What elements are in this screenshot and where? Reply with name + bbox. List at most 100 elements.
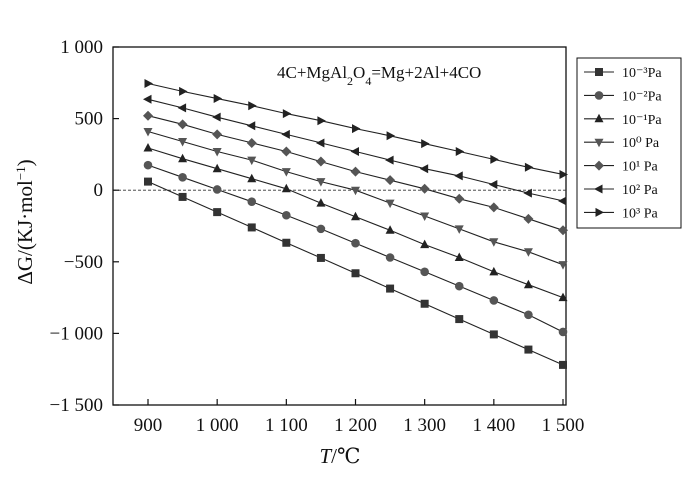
reaction-equation: 4C+MgAl2O4=Mg+2Al+4CO xyxy=(277,63,481,88)
data-point xyxy=(143,160,153,170)
x-tick-label: 1 100 xyxy=(265,415,308,436)
data-point xyxy=(248,101,257,111)
y-tick-label: 0 xyxy=(94,180,104,201)
data-point xyxy=(488,202,499,213)
data-point xyxy=(454,225,464,234)
data-point xyxy=(420,299,429,308)
data-point xyxy=(454,171,463,181)
data-point xyxy=(558,292,568,302)
data-point xyxy=(316,253,325,262)
y-axis-title: ΔG/(KJ·mol−1) xyxy=(13,159,38,284)
data-point xyxy=(247,156,257,166)
data-point xyxy=(385,199,395,209)
data-point xyxy=(178,138,188,147)
data-point xyxy=(489,266,499,276)
data-point xyxy=(247,223,256,232)
legend-marker xyxy=(594,184,603,194)
data-point xyxy=(246,121,256,131)
data-point xyxy=(454,193,465,204)
x-tick-label: 1 400 xyxy=(472,415,515,436)
axis-titles: T/℃ ΔG/(KJ·mol−1) xyxy=(13,159,361,468)
data-point xyxy=(316,224,326,234)
data-point xyxy=(558,327,568,337)
data-point xyxy=(179,86,188,96)
legend-item: 10⁰ Pa xyxy=(584,136,660,151)
data-point xyxy=(144,79,153,89)
data-point xyxy=(455,315,464,324)
legend-label: 10⁻¹Pa xyxy=(622,113,662,128)
series-1 xyxy=(144,177,567,369)
legend-item: 10² Pa xyxy=(584,183,658,198)
data-point xyxy=(558,225,568,236)
data-point xyxy=(247,197,257,206)
data-point xyxy=(350,166,361,177)
data-point xyxy=(420,239,430,249)
data-point xyxy=(489,238,499,247)
data-point xyxy=(247,173,257,183)
data-point xyxy=(143,127,153,137)
legend-label: 10⁻³Pa xyxy=(622,66,662,81)
legend-marker xyxy=(594,138,604,148)
data-point xyxy=(177,103,187,113)
y-axis-label-main: ΔG/(KJ·mol xyxy=(13,180,37,285)
series-7 xyxy=(144,79,568,179)
legend-label: 10² Pa xyxy=(622,183,658,198)
data-point xyxy=(281,168,291,177)
data-point xyxy=(385,155,394,165)
data-point xyxy=(282,210,291,220)
legend-item: 10⁻³Pa xyxy=(584,66,662,81)
legend-marker xyxy=(595,68,603,76)
data-point xyxy=(143,110,153,121)
data-point xyxy=(385,253,395,262)
data-point xyxy=(524,162,534,172)
data-point xyxy=(212,185,222,194)
data-point xyxy=(144,177,152,186)
data-point xyxy=(315,156,326,167)
data-point xyxy=(488,179,498,189)
data-point xyxy=(523,188,532,198)
plot-frame xyxy=(112,46,567,406)
data-point xyxy=(350,147,359,157)
data-point xyxy=(385,225,395,234)
equation-text: O xyxy=(353,63,365,82)
data-point xyxy=(523,279,533,289)
y-tick-label: −1 000 xyxy=(50,323,103,344)
data-point xyxy=(524,345,533,354)
y-tick-label: 500 xyxy=(75,109,104,130)
data-point xyxy=(281,183,291,193)
x-tick-label: 1 300 xyxy=(403,415,446,436)
tick-group: 900 1 000 1 100 1 200 1 300 1 400 1 500 −1 500 −… xyxy=(50,37,585,436)
x-axis-title: T/℃ xyxy=(319,444,360,468)
annotation-group: 4C+MgAl2O4=Mg+2Al+4CO xyxy=(277,63,481,88)
data-point xyxy=(212,129,223,140)
equation-text: =Mg+2Al+4CO xyxy=(371,63,481,82)
x-tick-label: 1 000 xyxy=(196,415,239,436)
data-point xyxy=(212,163,222,173)
data-point xyxy=(178,153,188,163)
data-point xyxy=(386,284,395,293)
data-point xyxy=(282,109,292,119)
data-point xyxy=(316,178,326,187)
data-point xyxy=(558,261,568,270)
data-point xyxy=(351,238,360,248)
legend-label: 10³ Pa xyxy=(622,206,658,221)
data-point xyxy=(351,269,360,278)
y-tick-label: 1 000 xyxy=(60,37,103,58)
legend-item: 10⁻¹Pa xyxy=(584,113,662,128)
legend-label: 10¹ Pa xyxy=(622,160,658,175)
series-3 xyxy=(143,142,568,302)
data-point xyxy=(352,124,361,134)
x-axis-unit: /℃ xyxy=(331,444,360,468)
data-point xyxy=(489,330,498,339)
data-point xyxy=(351,186,360,196)
data-point xyxy=(281,146,292,157)
legend: 10⁻³Pa 10⁻²Pa 10⁻¹Pa 10⁰ Pa 10¹ Pa 10² Pa 10³ … xyxy=(576,57,682,229)
data-point xyxy=(246,137,257,148)
legend-label: 10⁻²Pa xyxy=(622,89,662,104)
legend-item: 10⁻²Pa xyxy=(584,89,662,104)
legend-marker xyxy=(594,113,604,123)
data-point xyxy=(212,112,221,122)
data-point xyxy=(385,175,396,186)
